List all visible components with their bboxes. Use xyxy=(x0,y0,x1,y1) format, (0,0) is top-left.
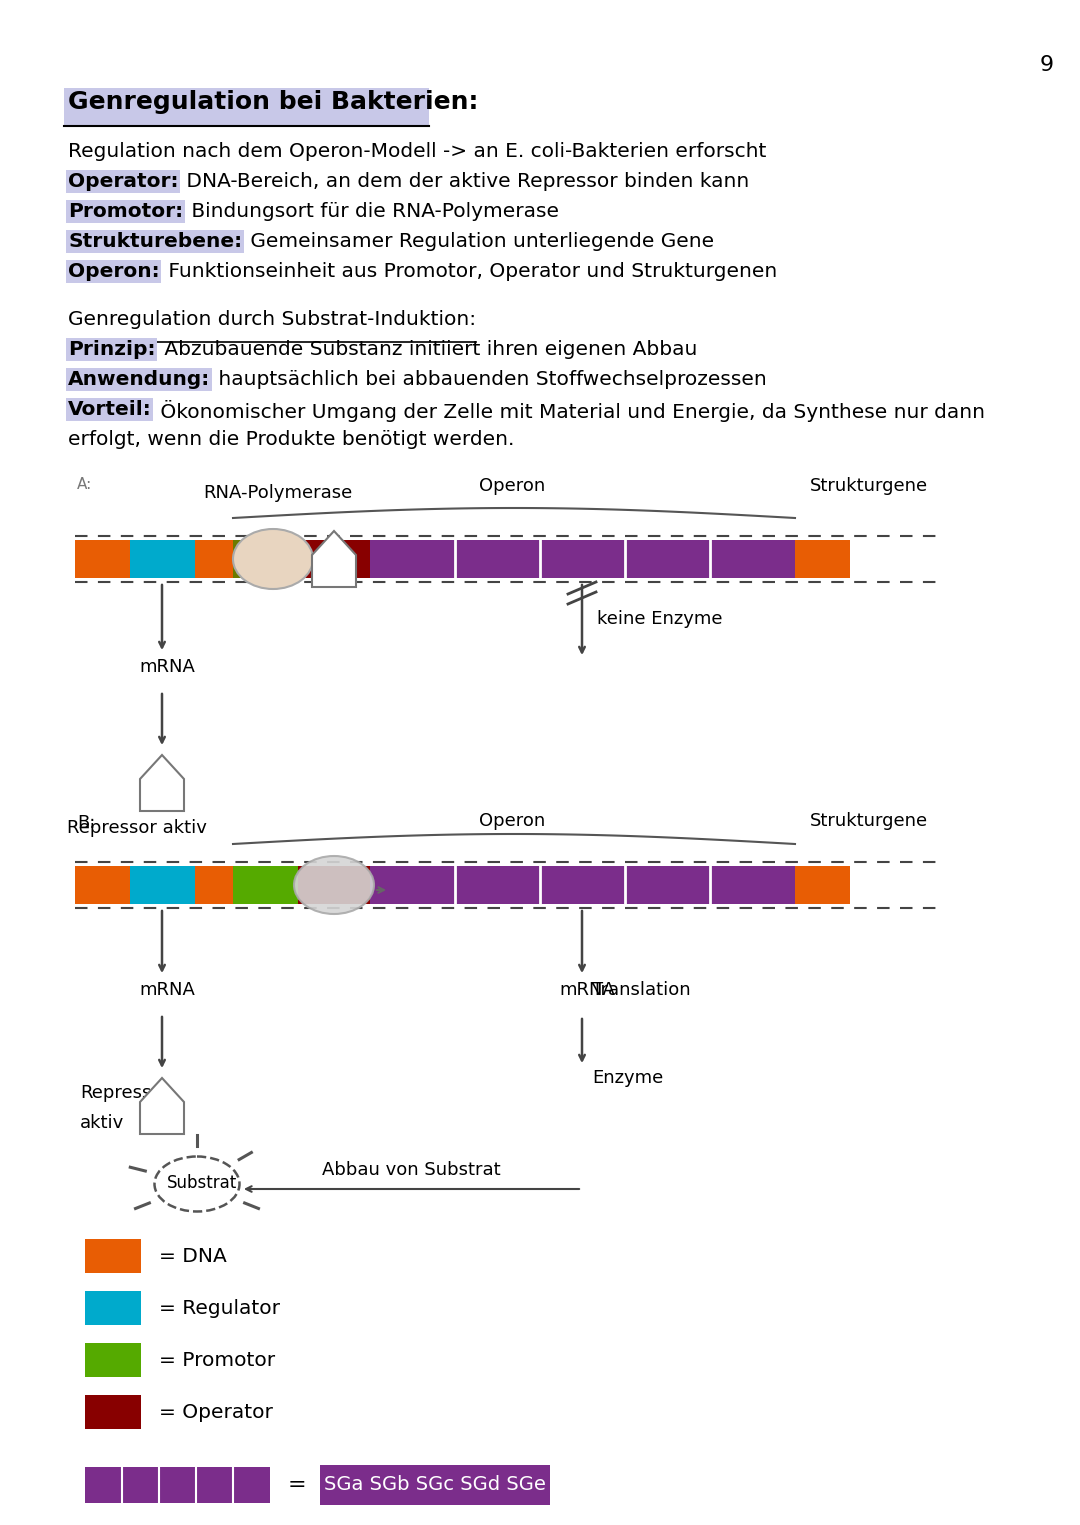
Text: = Promotor: = Promotor xyxy=(159,1351,275,1369)
Bar xyxy=(85,1238,141,1273)
Text: B:: B: xyxy=(77,814,95,833)
Text: Translation: Translation xyxy=(592,981,690,999)
Text: Enzyme: Enzyme xyxy=(592,1069,663,1087)
FancyBboxPatch shape xyxy=(64,88,429,127)
Bar xyxy=(298,866,370,904)
Text: Gemeinsamer Regulation unterliegende Gene: Gemeinsamer Regulation unterliegende Gen… xyxy=(244,232,714,252)
Text: RNA-Polymerase: RNA-Polymerase xyxy=(203,483,352,502)
Text: mRNA: mRNA xyxy=(559,981,615,999)
Bar xyxy=(75,866,130,904)
Text: DNA-Bereich, an dem der aktive Repressor binden kann: DNA-Bereich, an dem der aktive Repressor… xyxy=(180,172,750,191)
Bar xyxy=(455,540,540,578)
Text: Strukturgene: Strukturgene xyxy=(810,811,928,830)
Bar xyxy=(85,1467,270,1504)
Text: = Operator: = Operator xyxy=(159,1403,273,1421)
Bar xyxy=(370,866,455,904)
Bar xyxy=(625,540,710,578)
Bar xyxy=(298,540,370,578)
Text: aktiv: aktiv xyxy=(80,1113,124,1132)
Text: = Regulator: = Regulator xyxy=(159,1298,280,1318)
Bar xyxy=(795,866,850,904)
Bar xyxy=(455,866,540,904)
Text: Substrat: Substrat xyxy=(167,1174,238,1193)
Text: Regulation nach dem Operon-Modell -> an E. coli-Bakterien erforscht: Regulation nach dem Operon-Modell -> an … xyxy=(68,142,767,162)
Text: 9: 9 xyxy=(1040,55,1054,75)
Text: Repressor aktiv: Repressor aktiv xyxy=(67,819,207,837)
Bar xyxy=(85,1344,141,1377)
Bar xyxy=(795,540,850,578)
Text: Repressor: Repressor xyxy=(80,1084,170,1103)
Polygon shape xyxy=(140,755,184,811)
Text: Funktionseinheit aus Promotor, Operator und Strukturgenen: Funktionseinheit aus Promotor, Operator … xyxy=(162,262,777,281)
Bar xyxy=(710,540,795,578)
Text: keine Enzyme: keine Enzyme xyxy=(597,610,723,628)
Bar xyxy=(233,540,298,578)
Bar xyxy=(130,540,195,578)
Text: Vorteil:: Vorteil: xyxy=(68,400,152,419)
Text: Promotor:: Promotor: xyxy=(68,201,184,221)
Text: Anwendung:: Anwendung: xyxy=(68,371,211,389)
Text: Genregulation bei Bakterien:: Genregulation bei Bakterien: xyxy=(68,90,478,114)
Text: hauptsächlich bei abbauenden Stoffwechselprozessen: hauptsächlich bei abbauenden Stoffwechse… xyxy=(213,371,767,389)
Text: mRNA: mRNA xyxy=(139,981,194,999)
Text: Genregulation durch Substrat-Induktion:: Genregulation durch Substrat-Induktion: xyxy=(68,310,476,329)
Bar xyxy=(195,540,233,578)
Ellipse shape xyxy=(294,856,374,913)
Text: Operator:: Operator: xyxy=(68,172,178,191)
Bar xyxy=(75,540,130,578)
Bar xyxy=(85,1292,141,1325)
Text: Abzubauende Substanz initiiert ihren eigenen Abbau: Abzubauende Substanz initiiert ihren eig… xyxy=(158,340,697,358)
Text: =: = xyxy=(288,1475,307,1494)
Polygon shape xyxy=(140,1078,184,1135)
Polygon shape xyxy=(312,531,356,587)
Text: Ökonomischer Umgang der Zelle mit Material und Energie, da Synthese nur dann: Ökonomischer Umgang der Zelle mit Materi… xyxy=(153,400,985,422)
Bar xyxy=(195,866,233,904)
Text: SGa SGb SGc SGd SGe: SGa SGb SGc SGd SGe xyxy=(324,1476,545,1494)
Text: Bindungsort für die RNA-Polymerase: Bindungsort für die RNA-Polymerase xyxy=(185,201,559,221)
Bar xyxy=(233,866,298,904)
Bar xyxy=(130,866,195,904)
Bar xyxy=(370,540,455,578)
Text: Strukturebene:: Strukturebene: xyxy=(68,232,242,252)
Text: Strukturgene: Strukturgene xyxy=(810,477,928,496)
Text: Operon: Operon xyxy=(480,477,545,496)
Text: erfolgt, wenn die Produkte benötigt werden.: erfolgt, wenn die Produkte benötigt werd… xyxy=(68,430,514,448)
Text: Operon:: Operon: xyxy=(68,262,160,281)
Text: Abbau von Substrat: Abbau von Substrat xyxy=(322,1161,500,1179)
Bar xyxy=(320,1466,550,1505)
Bar xyxy=(85,1395,141,1429)
Text: = DNA: = DNA xyxy=(159,1246,227,1266)
Bar xyxy=(625,866,710,904)
Text: mRNA: mRNA xyxy=(139,657,194,676)
Bar xyxy=(540,540,625,578)
Text: Operon: Operon xyxy=(480,811,545,830)
Bar xyxy=(710,866,795,904)
Text: A:: A: xyxy=(77,477,92,493)
Text: Prinzip:: Prinzip: xyxy=(68,340,156,358)
Bar xyxy=(540,866,625,904)
Ellipse shape xyxy=(233,529,313,589)
